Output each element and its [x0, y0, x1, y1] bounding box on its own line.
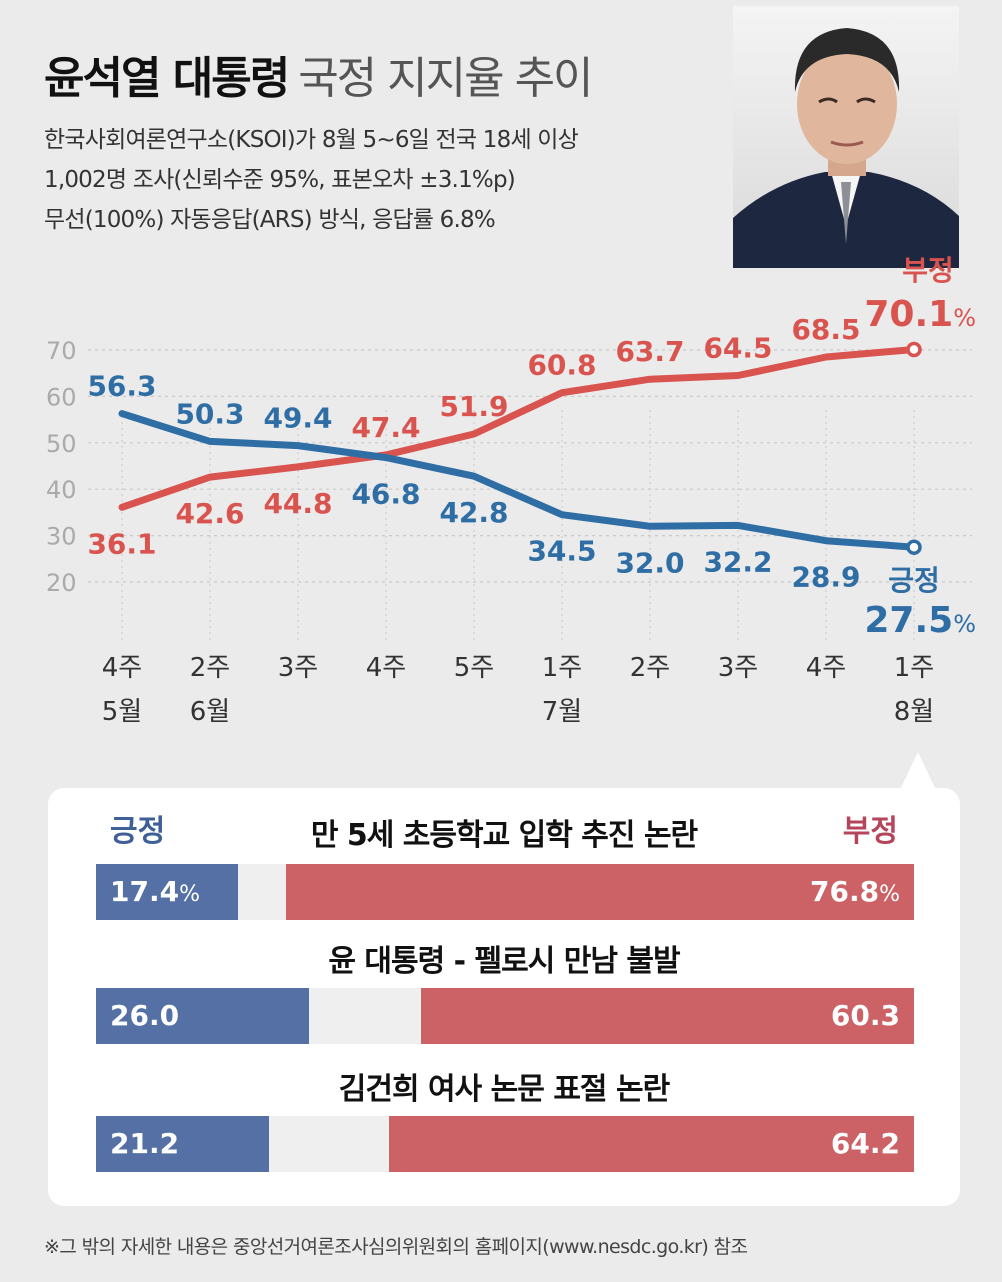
issue-title: 김건희 여사 논문 표절 논란	[338, 1072, 670, 1107]
y-tick-label: 70	[46, 337, 77, 365]
issue-bar-track: 21.2 64.2	[96, 1116, 914, 1172]
series-name-positive: 긍정	[888, 564, 940, 597]
data-label-positive: 50.3	[175, 397, 244, 430]
series-name-negative: 부정	[902, 254, 954, 287]
y-tick-label: 20	[46, 569, 77, 597]
bar-negative: 60.3	[420, 988, 914, 1044]
issue-title: 만 5세 초등학교 입학 추진 논란	[310, 818, 698, 853]
data-label-negative: 36.1	[87, 527, 156, 560]
x-tick-week: 1주	[542, 653, 582, 683]
y-tick-label: 40	[46, 476, 77, 504]
y-tick-label: 60	[46, 383, 77, 411]
x-tick-month: 7월	[542, 697, 582, 727]
y-tick-label: 50	[46, 430, 77, 458]
bar-positive: 26.0	[96, 988, 309, 1044]
series-line-negative	[118, 346, 918, 511]
data-label-negative: 44.8	[263, 487, 332, 520]
approval-line-chart: 70 60 50 40 30 20 56.3 36.1 50.3 42.6 49.4 44.8 46.8…	[46, 254, 976, 727]
final-label-positive: 27.5%	[864, 600, 976, 641]
data-label-positive: 28.9	[791, 561, 860, 594]
issue-panel: 긍정 부정 만 5세 초등학교 입학 추진 논란 17.4% 76.8% 윤 대통령 …	[48, 788, 960, 1206]
y-tick-label: 30	[46, 523, 77, 551]
data-label-negative: 42.6	[175, 497, 244, 530]
x-tick-week: 3주	[278, 653, 318, 683]
data-label-positive: 32.0	[615, 546, 684, 579]
end-marker-positive	[906, 539, 922, 555]
data-label-positive: 32.2	[703, 545, 772, 578]
x-tick-week: 3주	[718, 653, 758, 683]
title-light: 국정 지지율 추이	[298, 53, 593, 104]
bar-positive: 17.4%	[96, 864, 239, 920]
legend-negative: 부정	[842, 814, 898, 849]
data-label-negative: 60.8	[527, 349, 596, 382]
page-title: 윤석열 대통령 국정 지지율 추이	[44, 42, 594, 106]
data-label-positive: 34.5	[527, 535, 596, 568]
data-label-negative: 63.7	[615, 335, 684, 368]
data-label-positive: 49.4	[263, 402, 332, 435]
x-tick-week: 5주	[454, 653, 494, 683]
desc-line: 1,002명 조사(신뢰수준 95%, 표본오차 ±3.1%p)	[44, 167, 516, 193]
final-label-negative: 70.1%	[864, 294, 976, 335]
bar-negative: 76.8%	[285, 864, 914, 920]
title-bold: 윤석열 대통령	[44, 53, 290, 104]
bar-positive: 21.2	[96, 1116, 270, 1172]
panel-pointer	[900, 752, 936, 790]
data-label-positive: 56.3	[87, 370, 156, 403]
end-marker-negative	[906, 341, 922, 358]
x-tick-week: 2주	[630, 653, 670, 683]
issue-bar-track: 17.4% 76.8%	[96, 864, 914, 920]
data-label-positive: 46.8	[351, 478, 420, 511]
series-line-positive	[118, 410, 918, 551]
x-tick-week: 2주	[190, 653, 230, 683]
data-label-negative: 51.9	[439, 390, 508, 423]
desc-line: 한국사회여론연구소(KSOI)가 8월 5~6일 전국 18세 이상	[44, 127, 579, 153]
data-label-negative: 47.4	[351, 411, 420, 444]
president-photo	[733, 6, 959, 268]
survey-description: 한국사회여론연구소(KSOI)가 8월 5~6일 전국 18세 이상 1,002…	[44, 120, 579, 240]
data-label-negative: 64.5	[703, 332, 772, 365]
issue-title: 윤 대통령 - 펠로시 만남 불발	[328, 944, 680, 979]
x-tick-week: 4주	[102, 653, 142, 683]
data-label-positive: 42.8	[439, 496, 508, 529]
x-tick-week: 4주	[806, 653, 846, 683]
issue-bar-track: 26.0 60.3	[96, 988, 914, 1044]
x-tick-month: 6월	[190, 697, 230, 727]
x-tick-month: 8월	[894, 697, 934, 727]
x-tick-week: 1주	[894, 653, 934, 683]
x-tick-month: 5월	[102, 697, 142, 727]
data-label-negative: 68.5	[791, 313, 860, 346]
x-tick-week: 4주	[366, 653, 406, 683]
legend-positive: 긍정	[110, 814, 166, 849]
bar-negative: 64.2	[388, 1116, 914, 1172]
desc-line: 무선(100%) 자동응답(ARS) 방식, 응답률 6.8%	[44, 207, 496, 233]
footnote: ※그 밖의 자세한 내용은 중앙선거여론조사심의위원회의 홈페이지(www.ne…	[44, 1236, 748, 1258]
